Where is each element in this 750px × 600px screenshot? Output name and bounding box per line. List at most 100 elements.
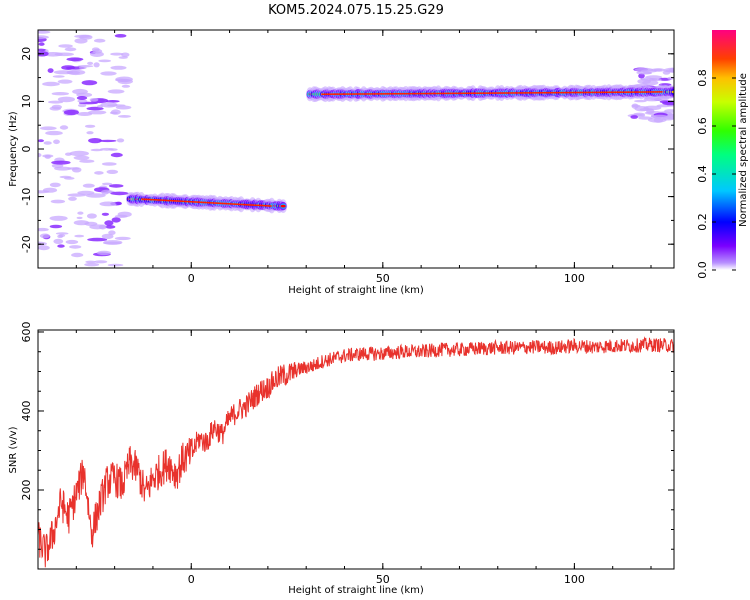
noise-blob — [50, 199, 66, 204]
noise-blob — [634, 99, 647, 103]
noise-blob — [88, 138, 102, 144]
y-tick-label: 400 — [20, 400, 33, 421]
noise-blob — [631, 104, 641, 108]
noise-blob — [105, 100, 120, 103]
noise-blob — [87, 237, 108, 242]
noise-blob — [44, 154, 51, 159]
noise-blob — [638, 116, 653, 120]
noise-blob — [88, 110, 107, 115]
noise-blob — [101, 182, 113, 186]
colorbar-tick-label: 0.2 — [696, 213, 709, 231]
noise-blob — [59, 175, 72, 179]
noise-blob — [45, 130, 63, 136]
colorbar-gradient — [712, 30, 736, 270]
noise-blob — [78, 66, 87, 70]
noise-blob — [66, 69, 86, 76]
noise-blob — [73, 155, 90, 160]
noise-blob — [77, 99, 88, 103]
noise-blob — [77, 103, 87, 108]
y-tick-label: 0 — [20, 146, 33, 153]
noise-blob — [115, 78, 126, 82]
noise-blob — [67, 193, 87, 197]
noise-blob — [114, 236, 131, 241]
noise-blob — [48, 100, 64, 104]
noise-blob — [51, 160, 71, 165]
noise-blob — [77, 211, 84, 215]
noise-blob — [38, 30, 51, 34]
noise-blob — [55, 232, 69, 235]
noise-blob — [114, 34, 127, 38]
noise-blob — [111, 217, 121, 223]
noise-blob — [110, 109, 121, 115]
ridge-centerline — [321, 91, 663, 96]
noise-blob — [89, 98, 99, 102]
noise-blob — [61, 65, 76, 70]
noise-blob — [98, 139, 117, 143]
noise-blob — [110, 152, 123, 158]
snr-panel: 0 50 100 200 400 600 Height of straight line … — [8, 321, 675, 596]
colorbar-tick-label: 0.0 — [696, 261, 709, 279]
y-tick-label: 200 — [20, 479, 33, 500]
noise-blob — [65, 239, 79, 245]
snr-xlabel: Height of straight line (km) — [288, 585, 424, 596]
noise-blob — [110, 52, 124, 56]
noise-blob — [81, 80, 98, 86]
noise-blob — [51, 92, 69, 96]
noise-blob — [97, 105, 104, 108]
noise-blob — [642, 80, 659, 86]
noise-blob — [42, 81, 60, 87]
x-tick-label: 50 — [376, 573, 390, 586]
noise-blob — [84, 124, 96, 128]
noise-blob — [93, 62, 100, 68]
noise-blob — [665, 69, 674, 72]
noise-blob — [90, 148, 104, 152]
noise-blob — [49, 224, 63, 229]
y-tick-label: -10 — [20, 188, 33, 206]
noise-blob — [86, 131, 94, 135]
noise-blob — [53, 238, 64, 244]
noise-blob — [115, 201, 122, 205]
noise-blob — [99, 224, 107, 230]
noise-blob — [638, 73, 645, 79]
noise-blob — [90, 51, 104, 57]
noise-blob — [49, 182, 61, 188]
noise-blob — [104, 220, 114, 226]
noise-blob — [101, 233, 114, 239]
noise-blob — [107, 104, 126, 107]
noise-blob — [52, 75, 65, 78]
noise-blob — [63, 109, 79, 115]
noise-blob — [110, 65, 127, 70]
noise-blob — [108, 230, 116, 235]
noise-blob — [57, 244, 65, 248]
noise-blob — [68, 196, 77, 201]
x-tick-label: 50 — [376, 272, 390, 285]
snr-ticks: 0 50 100 200 400 600 — [20, 321, 674, 586]
noise-blob — [101, 212, 109, 216]
snr-content — [38, 336, 674, 568]
snr-ylabel: SNR (v/v) — [8, 426, 19, 473]
noise-blob — [107, 263, 124, 267]
noise-blob — [57, 79, 73, 84]
spectrogram-panel: 0 50 100 -20 -10 0 10 20 Height of straight lin… — [8, 29, 675, 296]
noise-blob — [38, 35, 49, 40]
noise-blob — [43, 141, 52, 145]
noise-blob — [38, 245, 50, 251]
noise-blob — [634, 106, 649, 112]
noise-blob — [93, 38, 106, 43]
colorbar-tick-label: 0.6 — [696, 117, 709, 135]
noise-blob — [106, 169, 119, 174]
noise-blob — [96, 250, 112, 256]
noise-blob — [69, 245, 82, 249]
noise-blob — [47, 68, 54, 73]
noise-blob — [118, 56, 128, 59]
noise-blob — [121, 84, 131, 88]
noise-blob — [58, 44, 73, 48]
noise-blob — [38, 153, 42, 158]
noise-blob — [630, 115, 638, 119]
noise-blob — [82, 183, 95, 188]
ridge-centerline — [141, 198, 272, 207]
noise-blob — [53, 139, 60, 145]
noise-blob — [38, 139, 44, 143]
noise-blob — [38, 48, 46, 52]
